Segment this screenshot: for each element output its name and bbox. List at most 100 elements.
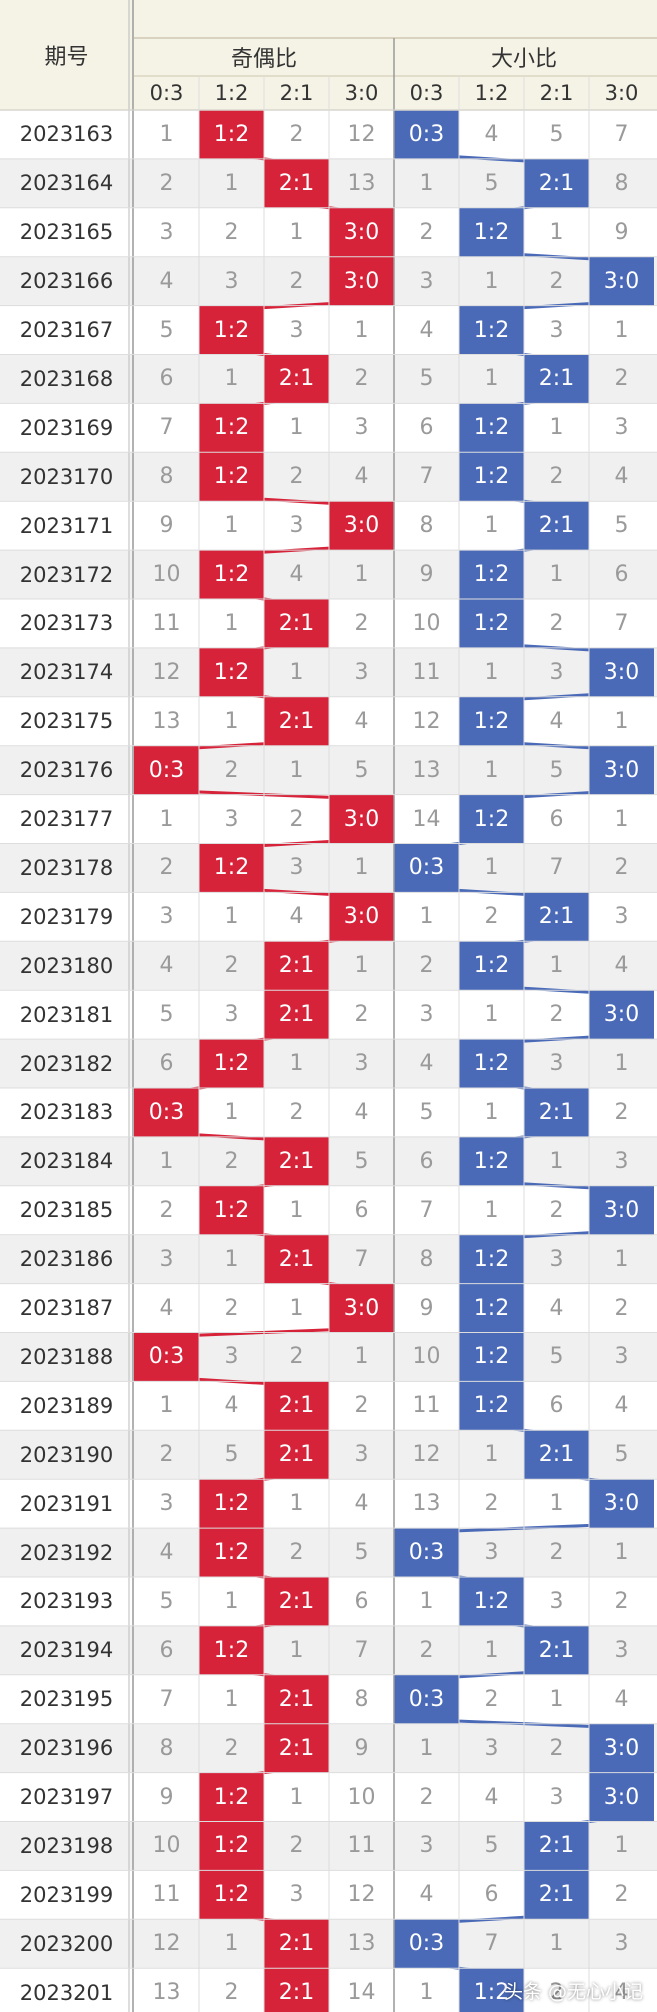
odd-even-cell-miss: 4: [159, 953, 174, 979]
odd-even-cell-miss: 10: [152, 1833, 181, 1859]
ratio-subheader: 3:0: [344, 81, 379, 105]
big-small-cell-hit: 2:1: [524, 158, 589, 208]
big-small-cell-miss: 1: [419, 1980, 434, 2006]
issue-number: 2023197: [19, 1785, 114, 1810]
issue-number: 2023193: [19, 1589, 114, 1614]
odd-even-cell-miss: 7: [159, 1686, 174, 1712]
odd-even-cell-hit: 1:2: [199, 1039, 264, 1088]
big-small-cell-hit: 0:3: [394, 1674, 459, 1724]
big-small-cell-miss: 7: [614, 610, 629, 636]
issue-number: 2023194: [19, 1638, 114, 1663]
odd-even-cell-miss: 1: [224, 904, 239, 930]
odd-even-cell-miss: 5: [354, 757, 369, 783]
big-small-cell-hit: 1:2: [459, 452, 524, 502]
odd-even-cell-miss: 2: [289, 1099, 304, 1125]
big-small-cell-hit: 2:1: [524, 1625, 589, 1675]
big-small-cell-miss: 3: [549, 1588, 564, 1614]
odd-even-cell-miss: 2: [289, 268, 304, 294]
big-small-cell-miss: 1: [484, 268, 499, 294]
big-small-cell-miss: 1: [614, 806, 629, 832]
big-small-cell-miss: 4: [419, 317, 434, 343]
big-small-cell-miss: 2: [549, 1540, 564, 1566]
big-small-cell-hit: 3:0: [589, 1772, 654, 1822]
big-small-cell-miss: 3: [549, 1051, 564, 1077]
big-small-cell-hit: 1:2: [459, 403, 524, 453]
odd-even-cell-miss: 3: [224, 806, 239, 832]
issue-number: 2023191: [19, 1491, 114, 1516]
odd-even-cell-miss: 2: [289, 1540, 304, 1566]
issue-number: 2023174: [19, 660, 114, 685]
big-small-cell-miss: 5: [549, 1344, 564, 1370]
odd-even-cell-hit: 3:0: [329, 256, 394, 306]
big-small-cell-miss: 2: [614, 1588, 629, 1614]
big-small-cell-hit: 3:0: [589, 1185, 654, 1235]
issue-number: 2023182: [19, 1051, 114, 1076]
issue-number: 2023177: [19, 807, 114, 832]
big-small-cell-miss: 3: [549, 317, 564, 343]
odd-even-cell-miss: 3: [354, 1442, 369, 1468]
watermark: 头条 @无心小记: [503, 1981, 643, 2003]
odd-even-cell-hit: 2:1: [264, 599, 329, 648]
big-small-cell-miss: 2: [614, 1099, 629, 1125]
big-small-cell-miss: 2: [549, 1002, 564, 1028]
odd-even-cell-hit: 3:0: [329, 794, 394, 844]
issue-number: 2023166: [19, 269, 114, 294]
big-small-cell-miss: 2: [419, 1637, 434, 1663]
big-small-cell-miss: 7: [549, 855, 564, 881]
odd-even-cell-miss: 4: [224, 1393, 239, 1419]
odd-even-cell-miss: 2: [224, 953, 239, 979]
big-small-cell-miss: 1: [419, 904, 434, 930]
odd-even-cell-miss: 2: [224, 1148, 239, 1174]
big-small-cell-hit: 1:2: [459, 794, 524, 844]
odd-even-cell-miss: 1: [289, 1197, 304, 1223]
odd-even-cell-hit: 1:2: [199, 403, 264, 453]
odd-even-cell-miss: 1: [354, 317, 369, 343]
odd-even-cell-hit: 2:1: [264, 1381, 329, 1431]
odd-even-cell-miss: 1: [354, 953, 369, 979]
odd-even-cell-hit: 2:1: [264, 941, 329, 991]
issue-number: 2023199: [19, 1882, 114, 1907]
odd-even-cell-miss: 12: [347, 121, 376, 147]
big-small-cell-miss: 9: [419, 1295, 434, 1321]
odd-even-cell-miss: 4: [159, 1540, 174, 1566]
big-small-cell-miss: 1: [419, 1588, 434, 1614]
big-small-cell-hit: 1:2: [459, 1381, 524, 1431]
odd-even-cell-miss: 6: [159, 366, 174, 392]
issue-number: 2023192: [19, 1540, 114, 1565]
big-small-cell-miss: 1: [484, 1197, 499, 1223]
big-small-cell-miss: 1: [549, 562, 564, 588]
big-small-cell-miss: 13: [412, 757, 441, 783]
big-small-cell-hit: 2:1: [524, 1088, 589, 1137]
odd-even-cell-miss: 1: [354, 1344, 369, 1370]
odd-even-cell-hit: 1:2: [199, 1479, 264, 1529]
odd-even-cell-hit: 1:2: [199, 1772, 264, 1822]
odd-even-cell-hit: 2:1: [264, 1577, 329, 1626]
issue-number: 2023181: [19, 1002, 114, 1027]
big-small-cell-miss: 4: [549, 1295, 564, 1321]
big-small-cell-miss: 3: [614, 415, 629, 441]
big-small-cell-miss: 4: [549, 708, 564, 734]
odd-even-cell-miss: 2: [159, 170, 174, 196]
odd-even-cell-miss: 4: [354, 1099, 369, 1125]
big-small-cell-miss: 5: [484, 1833, 499, 1859]
big-small-cell-miss: 1: [549, 1686, 564, 1712]
odd-even-cell-miss: 1: [159, 1393, 174, 1419]
odd-even-cell-miss: 1: [224, 610, 239, 636]
big-small-cell-miss: 1: [484, 855, 499, 881]
odd-even-cell-miss: 11: [347, 1833, 376, 1859]
big-small-cell-miss: 1: [484, 757, 499, 783]
big-small-cell-hit: 2:1: [524, 1821, 589, 1871]
big-small-cell-miss: 3: [419, 1833, 434, 1859]
big-small-cell-miss: 8: [419, 513, 434, 539]
odd-even-cell-miss: 3: [224, 1002, 239, 1028]
issue-number: 2023169: [19, 415, 114, 440]
odd-even-cell-miss: 2: [354, 610, 369, 636]
odd-even-cell-miss: 2: [224, 1735, 239, 1761]
big-small-cell-miss: 6: [419, 415, 434, 441]
big-small-cell-hit: 1:2: [459, 599, 524, 648]
odd-even-cell-miss: 5: [159, 317, 174, 343]
big-small-cell-miss: 8: [419, 1246, 434, 1272]
issue-number: 2023201: [19, 1980, 114, 2005]
odd-even-cell-miss: 10: [152, 562, 181, 588]
